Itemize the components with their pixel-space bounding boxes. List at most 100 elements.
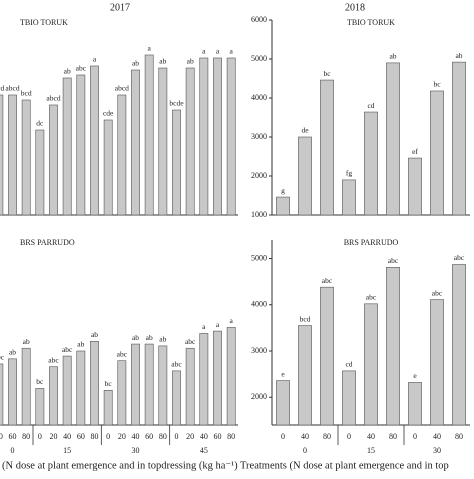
bar xyxy=(430,299,444,426)
significance-letter: ab xyxy=(187,57,194,66)
significance-letter: bc xyxy=(36,377,44,386)
significance-letter: bcd xyxy=(300,314,311,323)
x-tick-label: 0 xyxy=(413,432,417,441)
significance-letter: de xyxy=(301,126,309,135)
bar xyxy=(185,67,195,216)
significance-letter: bc xyxy=(433,80,441,89)
bar xyxy=(8,358,17,426)
significance-letter: a xyxy=(147,44,151,53)
panel-title: TBIO TORUK xyxy=(347,18,395,27)
bar xyxy=(144,343,154,426)
bar xyxy=(62,77,72,216)
x-tick-label: 40 xyxy=(132,432,140,441)
bar xyxy=(90,65,99,216)
y-tick-label: 5000 xyxy=(251,253,267,262)
significance-letter: abc xyxy=(0,353,5,362)
significance-letter: ab xyxy=(159,57,166,66)
x-tick-label: 20 xyxy=(118,432,126,441)
y-tick-label: 2000 xyxy=(251,171,267,180)
bar xyxy=(131,69,140,216)
x-tick-label: 40 xyxy=(63,432,71,441)
significance-letter: abc xyxy=(185,337,196,346)
significance-letter: a xyxy=(216,320,220,329)
bar xyxy=(103,390,113,426)
bar xyxy=(199,333,209,426)
significance-letter: a xyxy=(229,316,233,325)
bar xyxy=(21,347,31,426)
x-tick-label: 80 xyxy=(227,432,235,441)
bar xyxy=(49,366,58,426)
bar xyxy=(76,74,86,216)
significance-letter: ab xyxy=(159,335,166,344)
group-label: 30 xyxy=(132,446,140,455)
x-tick-label: 40 xyxy=(301,432,309,441)
bar xyxy=(213,330,222,426)
x-tick-label: 60 xyxy=(9,432,17,441)
significance-letter: a xyxy=(229,47,233,56)
x-tick-label: 80 xyxy=(323,432,331,441)
significance-letter: fg xyxy=(346,169,352,178)
group-label: 45 xyxy=(200,446,208,455)
bar xyxy=(452,61,466,216)
bar xyxy=(172,109,181,216)
significance-letter: a xyxy=(216,47,220,56)
significance-letter: ab xyxy=(146,333,153,342)
group-label: 0 xyxy=(303,446,307,455)
x-tick-label: 40 xyxy=(433,432,441,441)
bar xyxy=(8,94,17,216)
panel-title: TBIO TORUK xyxy=(20,18,68,27)
significance-letter: ab xyxy=(132,59,139,68)
significance-letter: ab xyxy=(9,348,16,357)
bar xyxy=(158,345,168,426)
x-axis-label: (N dose at plant emergence and in topdre… xyxy=(2,460,238,471)
x-tick-label: 40 xyxy=(0,432,3,441)
group-label: 15 xyxy=(63,446,71,455)
significance-letter: abc xyxy=(388,256,399,265)
significance-letter: abc xyxy=(171,360,182,369)
x-tick-label: 0 xyxy=(106,432,110,441)
significance-letter: ab xyxy=(23,337,30,346)
bar xyxy=(276,380,290,426)
x-tick-label: 80 xyxy=(91,432,99,441)
bar xyxy=(103,119,113,216)
bar xyxy=(364,303,378,426)
significance-letter: abc xyxy=(48,355,59,364)
significance-letter: abcd xyxy=(46,94,60,103)
significance-letter: ef xyxy=(412,147,418,156)
bar xyxy=(199,57,209,216)
significance-letter: abc xyxy=(432,288,443,297)
significance-letter: ab xyxy=(132,333,139,342)
significance-letter: abc xyxy=(322,276,333,285)
x-tick-label: 0 xyxy=(347,432,351,441)
bar xyxy=(320,286,334,426)
bar xyxy=(320,79,334,216)
bar xyxy=(226,327,236,426)
bar xyxy=(342,179,356,216)
significance-letter: abc xyxy=(62,345,73,354)
significance-letter: bcd xyxy=(21,89,32,98)
bar xyxy=(35,388,45,426)
y-tick-label: 5000 xyxy=(251,54,267,63)
y-tick-label: 3000 xyxy=(251,132,267,141)
panel-title: BRS PARRUDO xyxy=(20,238,75,247)
significance-letter: dc xyxy=(36,119,44,128)
y-tick-label: 1000 xyxy=(251,210,267,219)
significance-letter: e xyxy=(281,369,285,378)
significance-letter: bc xyxy=(105,379,113,388)
bar xyxy=(0,94,4,216)
significance-letter: bcd xyxy=(0,84,4,93)
x-tick-label: 0 xyxy=(175,432,179,441)
y-tick-label: 4000 xyxy=(251,93,267,102)
panel-title: BRS PARRUDO xyxy=(344,238,399,247)
bar xyxy=(185,347,195,426)
bar xyxy=(158,67,168,216)
bar xyxy=(117,360,127,426)
year-header: 2017 xyxy=(110,2,130,13)
bar xyxy=(386,266,400,426)
bar xyxy=(386,62,400,216)
x-tick-label: 60 xyxy=(145,432,153,441)
year-header: 2018 xyxy=(345,2,365,13)
bar xyxy=(452,264,466,426)
significance-letter: abcd xyxy=(115,84,129,93)
